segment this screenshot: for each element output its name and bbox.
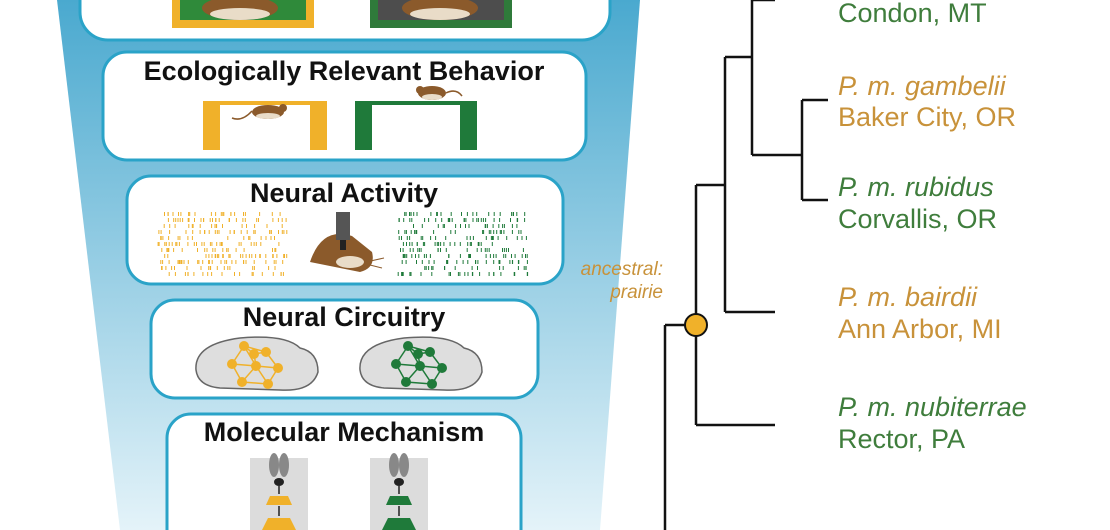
network-node	[249, 349, 259, 359]
taxon-gambelii: P. m. gambelii Baker City, OR	[838, 71, 1016, 132]
network-node	[425, 347, 435, 357]
taxon-location: Condon, MT	[838, 0, 987, 28]
network-node	[273, 363, 283, 373]
taxon-bairdii: P. m. bairdii Ann Arbor, MI	[838, 282, 1002, 344]
taxon-species: P. m. rubidus	[838, 172, 994, 202]
taxon-species: P. m. nubiterrae	[838, 392, 1027, 422]
spike-raster-prairie-icon	[157, 212, 288, 276]
top-box-partial	[78, 0, 612, 42]
network-node	[239, 341, 249, 351]
balance-beam-prairie-icon	[203, 101, 327, 150]
ancestral-node-marker	[684, 313, 708, 337]
level-box-circuitry: Neural Circuitry	[149, 298, 540, 400]
ancestral-label-line2: prairie	[609, 282, 663, 303]
network-node	[427, 379, 437, 389]
network-node	[227, 359, 237, 369]
level-box-behavior: Ecologically Relevant Behavior	[101, 50, 588, 162]
ancestral-label-line1: ancestral:	[581, 259, 663, 280]
network-node	[403, 341, 413, 351]
taxon-condon: Condon, MT	[838, 0, 987, 28]
microscope-probe-icon	[310, 212, 385, 272]
network-node	[263, 379, 273, 389]
network-node	[237, 377, 247, 387]
phylogenetic-tree	[663, 0, 828, 530]
network-node	[391, 359, 401, 369]
balance-beam-forest-icon	[355, 86, 477, 150]
spike-raster-forest-icon	[397, 212, 529, 276]
network-node	[261, 347, 271, 357]
network-node	[415, 361, 425, 371]
funnel-panel: Ecologically Relevant Behavior	[57, 0, 640, 530]
mouse-forest-icon	[370, 0, 512, 28]
brain-network-prairie-icon	[195, 336, 319, 391]
network-node	[401, 377, 411, 387]
level-label-activity: Neural Activity	[250, 178, 438, 208]
taxon-location: Corvallis, OR	[838, 204, 997, 234]
taxon-location: Rector, PA	[838, 424, 965, 454]
level-label-molecular: Molecular Mechanism	[204, 417, 485, 447]
taxon-rubidus: P. m. rubidus Corvallis, OR	[838, 172, 997, 234]
level-label-circuitry: Neural Circuitry	[243, 302, 446, 332]
level-label-behavior: Ecologically Relevant Behavior	[144, 56, 545, 86]
level-box-activity: Neural Activity	[125, 174, 565, 286]
level-box-molecular: Molecular Mechanism	[165, 412, 523, 530]
molecular-pathway-prairie-icon	[250, 453, 308, 530]
mouse-prairie-icon	[172, 0, 314, 28]
taxon-species: P. m. bairdii	[838, 282, 978, 312]
network-node	[413, 349, 423, 359]
taxon-nubiterrae: P. m. nubiterrae Rector, PA	[838, 392, 1027, 454]
taxon-species: P. m. gambelii	[838, 71, 1007, 101]
network-node	[251, 361, 261, 371]
taxon-location: Baker City, OR	[838, 102, 1016, 132]
brain-network-forest-icon	[359, 336, 483, 391]
molecular-pathway-forest-icon	[370, 453, 428, 530]
network-node	[437, 363, 447, 373]
taxon-location: Ann Arbor, MI	[838, 314, 1002, 344]
